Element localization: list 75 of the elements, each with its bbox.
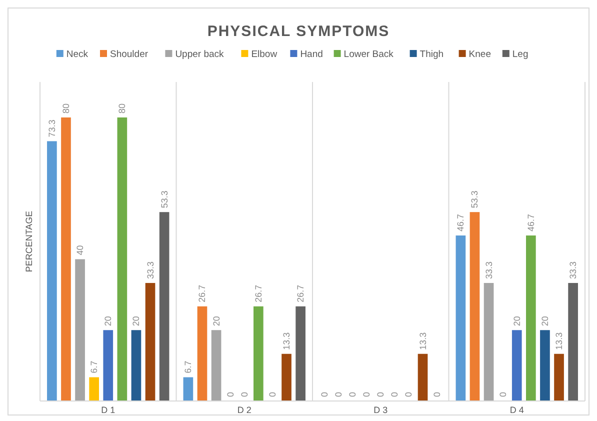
data-label: 26.7 [296, 284, 306, 302]
data-label: 33.3 [145, 261, 156, 279]
data-label: 6.7 [183, 360, 194, 374]
x-tick-label: D 3 [374, 405, 388, 415]
data-label: 20 [131, 316, 142, 326]
bar [568, 282, 578, 401]
legend-label: Leg [512, 49, 528, 60]
bar [554, 354, 564, 401]
bar [61, 117, 71, 401]
data-label: 20 [540, 316, 550, 326]
bar [526, 235, 536, 401]
data-label: 0 [333, 392, 344, 397]
data-label: 0 [319, 392, 330, 397]
bar [131, 330, 142, 401]
legend-label: Elbow [251, 49, 278, 60]
data-label: 20 [512, 316, 522, 326]
bar [470, 212, 480, 401]
x-tick-label: D 2 [237, 405, 252, 415]
bar [75, 259, 85, 401]
bar [159, 212, 170, 401]
bar [296, 306, 306, 401]
chart-title: PHYSICAL SYMPTOMS [207, 23, 390, 40]
data-label: 53.3 [470, 190, 480, 208]
y-axis-title: PERCENTAGE [24, 210, 34, 272]
data-label: 80 [60, 103, 71, 114]
data-label: 0 [348, 392, 358, 397]
data-label: 0 [362, 392, 372, 397]
bar [117, 117, 128, 401]
legend-label: Shoulder [110, 49, 148, 60]
data-label: 0 [239, 392, 250, 397]
legend-label: Knee [468, 49, 491, 60]
bar [282, 354, 292, 401]
legend-label: Lower Back [344, 49, 394, 60]
x-tick-label: D 1 [101, 405, 116, 415]
bar [254, 306, 264, 401]
legend-label: Hand [300, 49, 323, 60]
bar [418, 354, 428, 401]
data-label: 80 [117, 103, 128, 114]
data-label: 46.7 [456, 214, 466, 232]
bar [47, 141, 57, 401]
data-label: 0 [390, 392, 400, 397]
data-label: 6.7 [89, 360, 100, 374]
legend-label: Neck [66, 49, 88, 60]
bar [89, 377, 99, 401]
bar [197, 306, 208, 401]
data-label: 0 [498, 392, 508, 397]
data-label: 46.7 [526, 214, 536, 232]
data-label: 20 [211, 316, 222, 326]
data-label: 33.3 [568, 261, 578, 279]
data-label: 33.3 [484, 261, 494, 279]
bar [211, 330, 222, 401]
legend-label: Upper back [175, 49, 224, 60]
data-label: 0 [225, 392, 236, 397]
bar [540, 330, 550, 401]
bar [512, 330, 522, 401]
data-label: 26.7 [197, 284, 208, 302]
data-label: 13.3 [282, 332, 292, 350]
legend-label: Thigh [420, 49, 444, 60]
bar [456, 235, 466, 401]
x-tick-label: D 4 [510, 405, 524, 415]
data-label: 73.3 [46, 120, 57, 138]
data-label: 0 [267, 392, 278, 397]
data-label: 0 [376, 392, 386, 397]
data-label: 26.7 [253, 284, 264, 302]
bar [103, 330, 114, 401]
data-label: 53.3 [159, 190, 170, 208]
bar [484, 282, 494, 401]
data-label: 13.3 [554, 332, 564, 350]
data-label: 0 [404, 392, 414, 397]
bar [145, 282, 156, 401]
data-label: 20 [103, 316, 114, 326]
bar [183, 377, 194, 401]
data-label: 40 [75, 245, 86, 256]
data-label: 13.3 [418, 332, 428, 350]
data-label: 0 [432, 392, 442, 397]
